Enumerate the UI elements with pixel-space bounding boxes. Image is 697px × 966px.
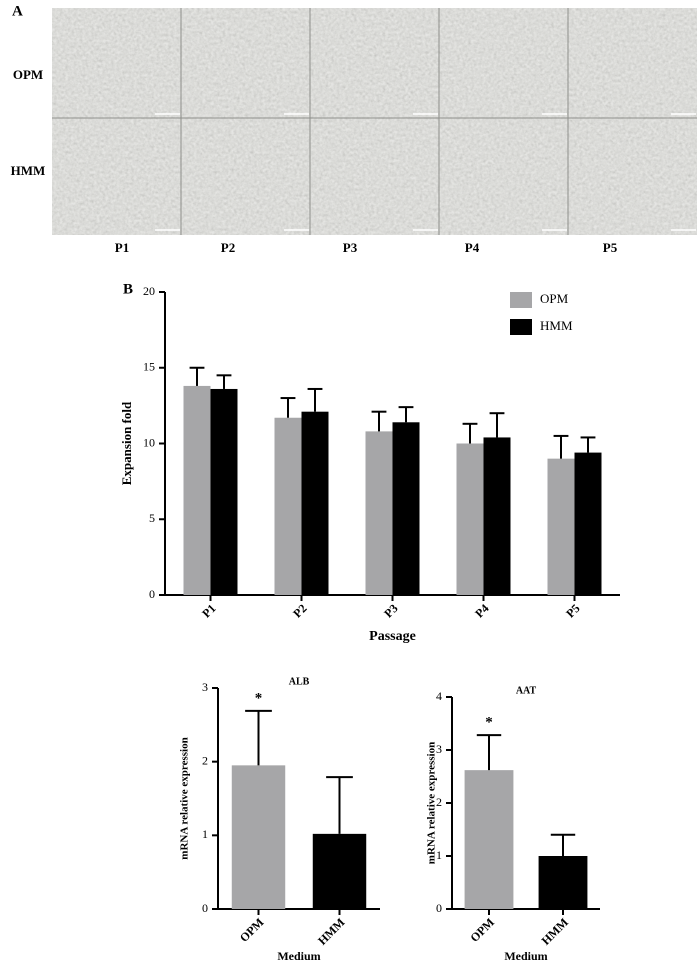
x-tick-label: P4	[472, 601, 491, 620]
y-tick-label: 2	[202, 753, 208, 767]
x-tick-label: P1	[199, 601, 218, 620]
bar	[538, 856, 588, 909]
row-label: HMM	[11, 163, 46, 178]
y-tick-label: 3	[436, 742, 442, 756]
y-tick-label: 0	[436, 901, 442, 915]
bar	[483, 437, 511, 595]
micrograph-panel	[52, 8, 697, 235]
x-axis-label: Medium	[504, 949, 547, 963]
y-axis-label: mRNA relative expression	[179, 737, 191, 859]
bar	[392, 422, 420, 595]
y-axis-label: Expansion fold	[119, 401, 134, 485]
column-label: P1	[115, 240, 129, 255]
y-tick-label: 0	[149, 587, 155, 601]
y-tick-label: 20	[143, 284, 155, 298]
chart-title: ALB	[289, 676, 310, 687]
column-label: P5	[603, 240, 618, 255]
scale-bars	[155, 113, 696, 231]
image-borders	[52, 8, 697, 235]
annotation: *	[485, 715, 493, 731]
y-tick-label: 3	[202, 680, 208, 694]
legend-label: OPM	[540, 291, 569, 306]
bar	[464, 770, 514, 909]
bar	[301, 411, 329, 595]
bar	[365, 431, 393, 595]
x-tick-label: P5	[563, 601, 582, 620]
bar	[231, 765, 286, 909]
bar	[456, 443, 484, 595]
bar	[274, 417, 302, 595]
bar	[574, 452, 602, 595]
bar	[312, 833, 367, 909]
micrograph-texture	[52, 8, 697, 235]
y-tick-label: 5	[149, 511, 155, 525]
row-label: OPM	[13, 67, 43, 82]
panel-label: B	[123, 281, 133, 297]
y-tick-label: 2	[436, 795, 442, 809]
x-tick-label: P2	[290, 601, 309, 620]
x-axis-label: Passage	[369, 629, 416, 644]
y-tick-label: 1	[436, 848, 442, 862]
legend-swatch	[510, 292, 532, 308]
x-tick-label: P3	[381, 601, 400, 620]
y-tick-label: 1	[202, 827, 208, 841]
y-axis-label: mRNA relative expression	[426, 742, 438, 864]
legend-label: HMM	[540, 318, 573, 333]
x-axis-label: Medium	[277, 949, 320, 963]
bar	[210, 388, 238, 595]
y-tick-label: 0	[202, 901, 208, 915]
bar	[547, 458, 575, 595]
legend-swatch	[510, 319, 532, 335]
annotation: *	[255, 690, 263, 706]
x-tick-label: HMM	[315, 915, 348, 948]
x-tick-label: HMM	[539, 915, 572, 948]
column-label: P2	[221, 240, 235, 255]
bar	[183, 385, 211, 595]
x-tick-label: OPM	[237, 915, 267, 945]
chart-title: AAT	[516, 685, 537, 696]
y-tick-label: 15	[143, 360, 155, 374]
x-tick-label: OPM	[467, 915, 497, 945]
y-tick-label: 4	[436, 689, 442, 703]
column-label: P3	[343, 240, 358, 255]
y-tick-label: 10	[143, 435, 155, 449]
panel-label: A	[12, 3, 23, 19]
column-label: P4	[465, 240, 480, 255]
